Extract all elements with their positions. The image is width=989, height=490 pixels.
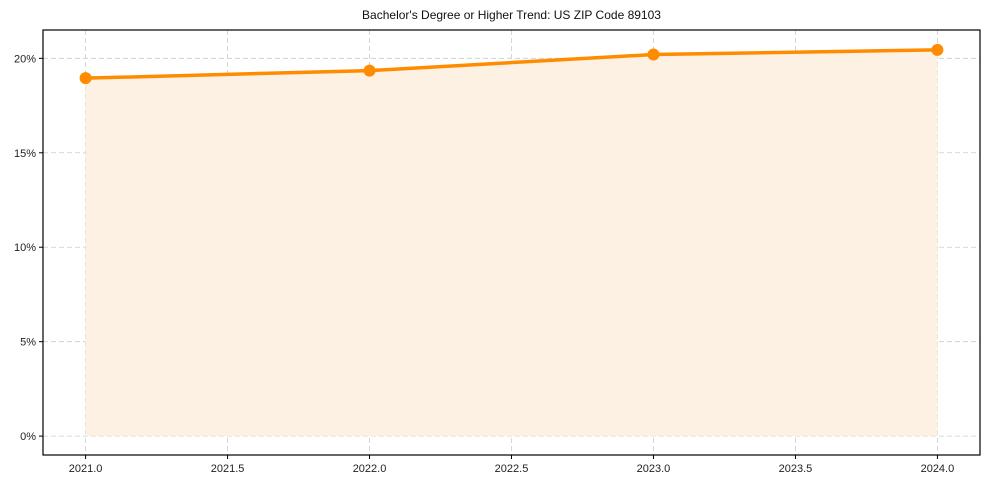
x-tick-label: 2021.5 — [211, 463, 245, 475]
data-point — [79, 72, 92, 85]
x-tick-label: 2022.0 — [353, 463, 387, 475]
x-tick-label: 2023.0 — [637, 463, 671, 475]
y-axis-ticks: 0% 5% 10% 15% 20% — [14, 53, 43, 443]
x-tick-label: 2021.0 — [69, 463, 103, 475]
y-tick-label: 15% — [14, 148, 36, 160]
data-line — [85, 48, 938, 80]
data-point — [931, 43, 944, 56]
area-fill-path — [85, 49, 938, 437]
y-tick-label: 0% — [20, 431, 36, 443]
x-tick-label: 2024.0 — [921, 463, 955, 475]
series-line — [85, 48, 938, 80]
area-fill — [85, 49, 938, 437]
y-tick-label: 5% — [20, 337, 36, 349]
x-tick-label: 2022.5 — [495, 463, 529, 475]
y-tick-label: 10% — [14, 242, 36, 254]
x-axis-ticks: 2021.0 2021.5 2022.0 2022.5 2023.0 2023.5 2024… — [69, 455, 954, 475]
x-tick-label: 2023.5 — [779, 463, 813, 475]
y-tick-label: 20% — [14, 53, 36, 65]
chart-title: Bachelor's Degree or Higher Trend: US ZI… — [362, 8, 661, 22]
data-markers — [79, 43, 944, 85]
data-point — [647, 48, 660, 61]
data-point — [363, 64, 376, 77]
